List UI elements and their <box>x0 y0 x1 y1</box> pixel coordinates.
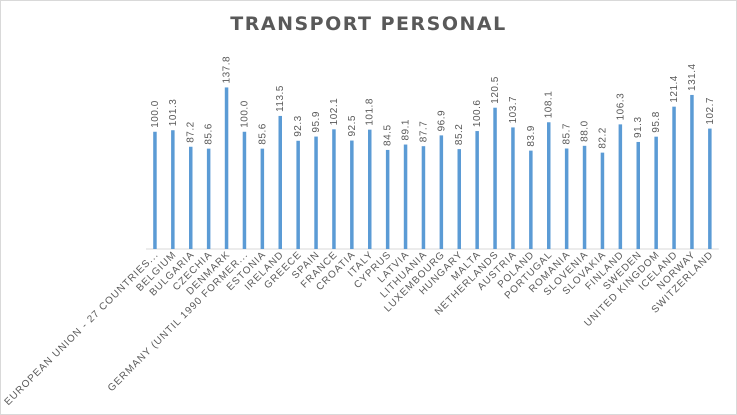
bar <box>654 136 658 249</box>
data-label: 100.0 <box>150 100 161 128</box>
data-label: 85.7 <box>562 123 573 144</box>
bar <box>314 136 318 249</box>
bar <box>636 141 640 249</box>
bar <box>690 94 694 249</box>
data-label: 87.7 <box>418 121 429 142</box>
data-label: 85.6 <box>204 123 215 144</box>
bar <box>439 135 444 249</box>
data-label: 83.9 <box>526 125 537 146</box>
bar <box>564 148 569 249</box>
data-label: 102.7 <box>705 97 716 125</box>
bar <box>260 148 265 249</box>
data-label: 87.2 <box>186 121 197 142</box>
data-label: 95.9 <box>311 111 322 132</box>
data-label: 82.2 <box>597 127 608 148</box>
chart-title: TRANSPORT PERSONAL <box>230 13 507 35</box>
bar <box>206 148 211 249</box>
data-label: 100.0 <box>239 100 250 128</box>
bar <box>582 145 587 249</box>
data-label: 120.5 <box>490 76 501 104</box>
bar <box>332 129 336 249</box>
data-label: 137.8 <box>222 56 233 84</box>
bar <box>457 149 461 249</box>
data-label: 92.5 <box>347 115 358 136</box>
bar <box>278 115 282 250</box>
bar <box>171 130 175 249</box>
data-label: 113.5 <box>275 85 286 112</box>
bar <box>385 149 390 249</box>
data-label: 85.6 <box>257 123 268 144</box>
category-label: EUROPEAN UNION - 27 COUNTRIES... <box>3 249 161 407</box>
bar <box>350 140 354 249</box>
data-label: 88.0 <box>580 120 591 141</box>
bar <box>368 129 372 249</box>
bar <box>224 87 229 249</box>
data-label: 101.8 <box>365 98 376 126</box>
data-label: 131.4 <box>687 63 698 91</box>
data-label: 85.2 <box>454 124 465 145</box>
data-label: 91.3 <box>633 116 644 137</box>
bar <box>421 146 426 249</box>
data-label: 101.3 <box>168 99 179 127</box>
data-label: 96.9 <box>436 110 447 131</box>
bar <box>547 122 551 249</box>
bar <box>475 131 479 249</box>
data-label: 103.7 <box>508 96 519 124</box>
bar <box>242 131 247 249</box>
bar <box>511 127 515 249</box>
bar <box>153 131 157 249</box>
data-label: 108.1 <box>544 91 555 119</box>
data-label: 102.1 <box>329 98 340 126</box>
bar <box>403 144 408 249</box>
data-label: 121.4 <box>669 75 680 103</box>
bar <box>529 150 533 249</box>
bar <box>708 128 712 249</box>
data-label: 89.1 <box>401 119 412 140</box>
bar <box>296 140 300 249</box>
data-label: 100.6 <box>472 100 483 128</box>
bar <box>618 124 623 249</box>
bar <box>493 107 497 249</box>
bar <box>600 152 605 249</box>
data-label: 84.5 <box>383 124 394 145</box>
bar <box>672 106 676 249</box>
bar <box>189 146 193 249</box>
data-label: 92.3 <box>293 115 304 136</box>
data-label: 106.3 <box>615 93 626 121</box>
data-label: 95.8 <box>651 111 662 132</box>
